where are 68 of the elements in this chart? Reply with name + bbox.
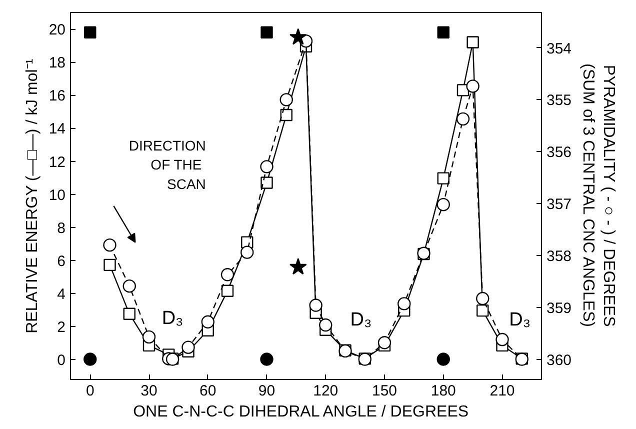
y2-tick-label: 356: [546, 144, 572, 162]
point: [378, 336, 392, 350]
x-tick-label: 90: [258, 382, 276, 400]
point: [182, 340, 195, 354]
y2-tick-label: 357: [546, 196, 572, 214]
point: [201, 315, 214, 328]
point: [123, 308, 136, 320]
point: [260, 26, 273, 38]
point: [466, 36, 479, 48]
x-tick-label: 30: [140, 382, 158, 400]
point: [437, 172, 450, 184]
y-tick-label: 0: [57, 352, 66, 370]
x-tick-label: 210: [490, 382, 515, 400]
point: [103, 238, 116, 252]
point: [456, 112, 470, 126]
point: [289, 258, 307, 275]
point: [84, 26, 96, 38]
x-tick-label: 120: [313, 382, 338, 400]
annotation: D₃: [350, 309, 372, 330]
x-tick-label: 60: [200, 382, 216, 400]
point: [122, 279, 136, 293]
point: [456, 84, 470, 96]
y-tick-label: 2: [57, 319, 66, 336]
point: [319, 318, 332, 332]
point: [84, 352, 97, 366]
x-axis-title: ONE C-N-C-C DIHEDRAL ANGLE / DEGREES: [133, 404, 469, 420]
y-tick-label: 8: [57, 220, 66, 237]
y2-tick-label: 360: [546, 352, 572, 369]
y-tick-label: 16: [48, 88, 66, 105]
point: [398, 297, 411, 310]
y-axis-title: RELATIVE ENERGY (—□—) / kJ mol⁻¹: [24, 58, 41, 334]
point: [220, 268, 234, 282]
point: [309, 298, 322, 312]
y-tick-label: 4: [57, 286, 66, 304]
point: [289, 28, 307, 45]
y2-tick-label: 355: [546, 92, 572, 110]
y2-tick-label: 354: [546, 40, 572, 58]
y-tick-label: 6: [57, 252, 66, 270]
point: [437, 26, 450, 38]
point: [496, 332, 509, 346]
point: [436, 352, 450, 366]
y-tick-label: 20: [48, 22, 66, 39]
point: [142, 330, 156, 344]
point: [260, 176, 273, 189]
y2-tick-label: 358: [546, 248, 572, 265]
point: [280, 93, 293, 106]
point: [436, 198, 450, 212]
y-tick-label: 10: [48, 186, 66, 204]
annotation: D₃: [509, 309, 531, 330]
annotation: D₃: [162, 308, 184, 329]
x-tick-label: 150: [372, 382, 398, 400]
point: [221, 284, 234, 297]
y-tick-label: 14: [48, 120, 66, 138]
point: [260, 160, 274, 174]
annotation: DIRECTION OF THE SCAN: [128, 137, 206, 192]
x-tick-label: 0: [86, 382, 94, 400]
x-tick-label: 180: [430, 382, 456, 400]
point: [240, 246, 254, 259]
y2-axis-title: PYRAMIDALITY ( - ○ - ) / DEGREES (SUM of 3 CENTRAL CNC ANGLES): [580, 64, 617, 327]
point: [104, 258, 116, 272]
point: [260, 352, 274, 366]
point: [466, 80, 480, 93]
point: [476, 304, 489, 317]
y-tick-label: 12: [48, 154, 66, 171]
y-tick-label: 18: [48, 54, 66, 72]
point: [280, 108, 292, 122]
y2-tick-label: 359: [546, 300, 572, 317]
point: [476, 292, 490, 306]
